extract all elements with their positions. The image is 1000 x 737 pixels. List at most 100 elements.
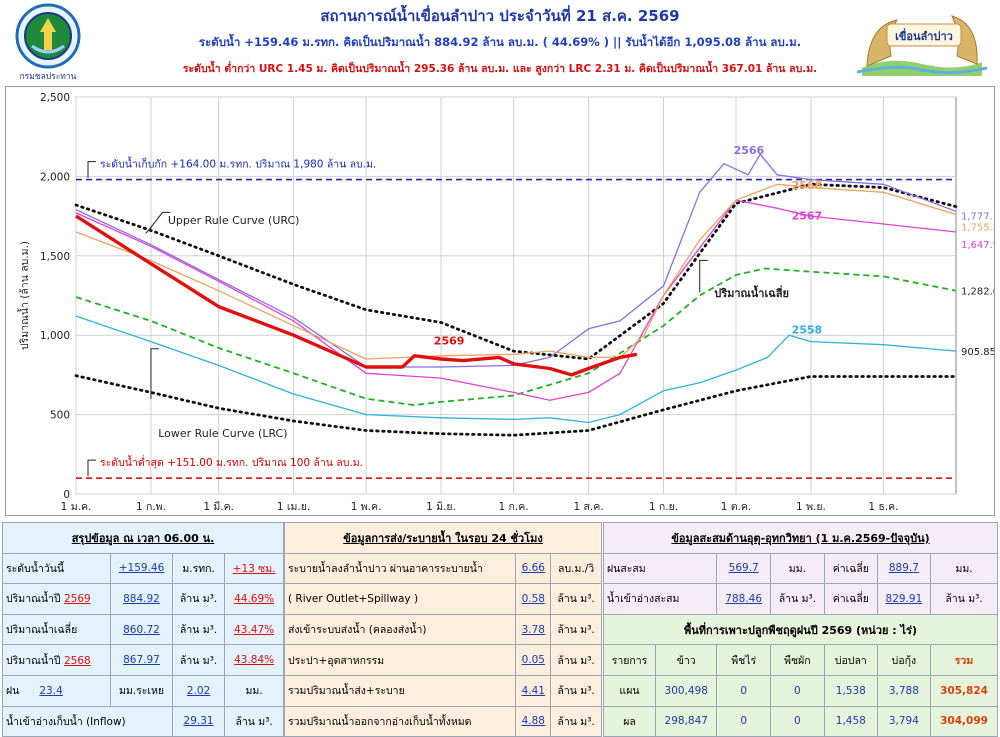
- row-unit: ล้าน ม³.: [550, 644, 602, 676]
- level-summary: ระดับน้ำ +159.46 ม.รทก. คิดเป็นปริมาณน้ำ…: [198, 35, 802, 49]
- col-header-total: รวม: [930, 644, 998, 676]
- cell: 0: [769, 674, 825, 707]
- x-tick-label: 1 ส.ค.: [573, 501, 603, 513]
- x-tick-label: 1 ต.ค.: [721, 501, 752, 513]
- row-unit: ลบ.ม./วิ: [550, 552, 602, 585]
- series-label-2568: 2568: [792, 179, 823, 192]
- cell: 1,458: [823, 705, 878, 737]
- plot-area: [75, 96, 957, 495]
- cell: 298,847: [654, 705, 718, 737]
- table-row: ฝน 23.4 มม.ระเหย 2.02 มม.: [1, 674, 284, 707]
- row-label: รวมปริมาณน้ำส่ง+ระบาย: [283, 674, 517, 707]
- series-line-urc: [74, 182, 958, 361]
- table-row: แผน 300,498 0 0 1,538 3,788 305,824: [603, 674, 998, 707]
- col-header: พืชผัก: [769, 644, 825, 676]
- row-value: 884.92: [110, 583, 173, 615]
- end-label-y2558: 905.85: [961, 347, 994, 358]
- inflow-unit: ล้าน ม³.: [224, 705, 284, 737]
- end-label-y2568: 1,755.20: [961, 223, 994, 234]
- row-value: +159.46: [110, 552, 173, 585]
- row-unit: ล้าน ม³.: [171, 583, 226, 615]
- row-year: 2568: [63, 654, 91, 667]
- series-line-y2567: [75, 199, 957, 401]
- row-label: ปริมาณน้ำปี 2568: [1, 644, 112, 676]
- logo-right-caption: เขื่อนลำปาว: [895, 28, 953, 43]
- x-tick-label: 1 ก.พ.: [136, 501, 166, 513]
- evap-value: 2.02: [171, 674, 226, 707]
- release-table: ข้อมูลการส่ง/ระบายน้ำ ในรอบ 24 ชั่วโมง ร…: [283, 522, 602, 737]
- y-tick-label: 2,000: [40, 171, 70, 183]
- cell-total: 304,099: [930, 705, 998, 737]
- x-tick-label: 1 ธ.ค.: [868, 501, 898, 513]
- release-heading: ข้อมูลการส่ง/ระบายน้ำ ในรอบ 24 ชั่วโมง: [284, 522, 602, 554]
- col-header: พืชไร่: [716, 644, 771, 676]
- y-axis-label: ปริมาณน้ำ (ล้าน ลบ.ม.): [17, 241, 31, 350]
- row-label: ปริมาณน้ำเฉลี่ย: [1, 613, 112, 646]
- cell-total: 305,824: [930, 674, 998, 707]
- x-tick-label: 1 มี.ค.: [203, 500, 234, 513]
- row-unit: ล้าน ม³.: [550, 613, 602, 646]
- row-value: 4.88: [515, 705, 552, 737]
- row-label: น้ำเข้าอ่างสะสม: [602, 583, 718, 615]
- row-extra: 43.84%: [224, 644, 284, 676]
- cell: แผน: [603, 674, 656, 707]
- x-tick-label: 1 เม.ย.: [277, 501, 310, 513]
- col-header: รายการ: [603, 644, 656, 676]
- inflow-label: น้ำเข้าอ่างเก็บน้ำ (Inflow): [2, 705, 173, 737]
- row-extra: +13 ซม.: [224, 552, 284, 585]
- y-tick-label: 1,000: [40, 330, 70, 342]
- row-value: 569.7: [716, 552, 771, 585]
- table-row: รวมปริมาณน้ำออกจากอ่างเก็บน้ำทั้งหมด 4.88…: [283, 705, 602, 737]
- series-line-y2566: [75, 153, 957, 368]
- max-line-label: ระดับน้ำเก็บกัก +164.00 ม.รทก. ปริมาณ 1,…: [100, 157, 376, 171]
- row-avg: 829.91: [876, 583, 932, 615]
- table-row: ( River Outlet+Spillway ) 0.58 ล้าน ม³.: [283, 583, 602, 615]
- row-label: ฝนสะสม: [602, 552, 718, 585]
- avg-callout: [699, 259, 708, 293]
- series-line-lrc: [74, 374, 958, 437]
- row-label: รวมปริมาณน้ำออกจากอ่างเก็บน้ำทั้งหมด: [283, 705, 517, 737]
- row-avg: 889.7: [876, 552, 932, 585]
- row-unit2: มม.: [930, 552, 998, 585]
- row-label: ระดับน้ำวันนี้: [1, 552, 112, 585]
- rain-unit: มม.ระเหย: [110, 674, 173, 707]
- storage-chart: 0 500 1,000 1,500 2,000 2,500 1 ม.ค. 1 ก.พ. 1 มี…: [5, 86, 995, 516]
- series-line-y2569: [75, 214, 638, 377]
- cell: 0: [716, 705, 771, 737]
- chart-svg: 0 500 1,000 1,500 2,000 2,500 1 ม.ค. 1 ก.พ. 1 มี…: [17, 92, 994, 513]
- col-header: ข้าว: [654, 644, 718, 676]
- cell: 3,794: [876, 705, 932, 737]
- logo-left-caption: กรมชลประทาน: [19, 72, 76, 82]
- min-line-label: ระดับน้ำต่ำสุด +151.00 ม.รทก. ปริมาณ 100…: [100, 455, 363, 469]
- header: กรมชลประทาน สถานการณ์น้ำเขื่อนลำปาว ประจ…: [0, 0, 1000, 86]
- cell: 300,498: [654, 674, 718, 707]
- table-row: ฝนสะสม 569.7 มม. ค่าเฉลี่ย 889.7 มม.: [602, 552, 998, 585]
- urc-callout: [148, 211, 171, 231]
- col-header: บ่อปลา: [823, 644, 878, 676]
- summary-table: สรุปข้อมูล ณ เวลา 06.00 น. ระดับน้ำวันนี…: [1, 522, 284, 737]
- cell: 1,538: [823, 674, 878, 707]
- table-row: ระดับน้ำวันนี้ +159.46 ม.รทก. +13 ซม.: [1, 552, 284, 585]
- col-header: บ่อกุ้ง: [876, 644, 932, 676]
- row-avg-label: ค่าเฉลี่ย: [823, 552, 878, 585]
- hydro-crop-table: ข้อมูลสะสมด้านอุตุ-อุทกวิทยา (1 ม.ค.2569…: [602, 522, 998, 737]
- hydro-heading: ข้อมูลสะสมด้านอุตุ-อุทกวิทยา (1 ม.ค.2569…: [603, 522, 998, 554]
- row-year: 2569: [63, 593, 91, 606]
- crops-header-row: รายการ ข้าว พืชไร่ พืชผัก บ่อปลา บ่อกุ้ง…: [603, 644, 998, 676]
- row-label: ปริมาณน้ำปี 2569: [1, 583, 112, 615]
- end-label-y2567: 1,647.93: [961, 240, 994, 251]
- row-label: ระบายน้ำลงลำน้ำปาว ผ่านอาคารระบายน้ำ: [283, 552, 517, 585]
- series-label-urc: Upper Rule Curve (URC): [168, 214, 300, 227]
- table-row: ประปา+อุตสาหกรรม 0.05 ล้าน ม³.: [283, 644, 602, 676]
- row-value: 0.05: [515, 644, 552, 676]
- dam-logo: เขื่อนลำปาว: [856, 6, 988, 78]
- table-row: ส่งเข้าระบบส่งน้ำ (คลองส่งน้ำ) 3.78 ล้าน ม…: [283, 613, 602, 646]
- summary-heading: สรุปข้อมูล ณ เวลา 06.00 น.: [2, 522, 284, 554]
- y-tick-label: 1,500: [40, 251, 70, 263]
- series-label-avg: ปริมาณน้ำเฉลี่ย: [714, 285, 789, 300]
- row-unit: ล้าน ม³.: [550, 583, 602, 615]
- table-row: ปริมาณน้ำเฉลี่ย 860.72 ล้าน ม³. 43.47%: [1, 613, 284, 646]
- table-row: น้ำเข้าอ่างสะสม 788.46 ล้าน ม³. ค่าเฉลี่…: [602, 583, 998, 615]
- rid-logo: กรมชลประทาน: [10, 2, 86, 84]
- row-value: 860.72: [110, 613, 173, 646]
